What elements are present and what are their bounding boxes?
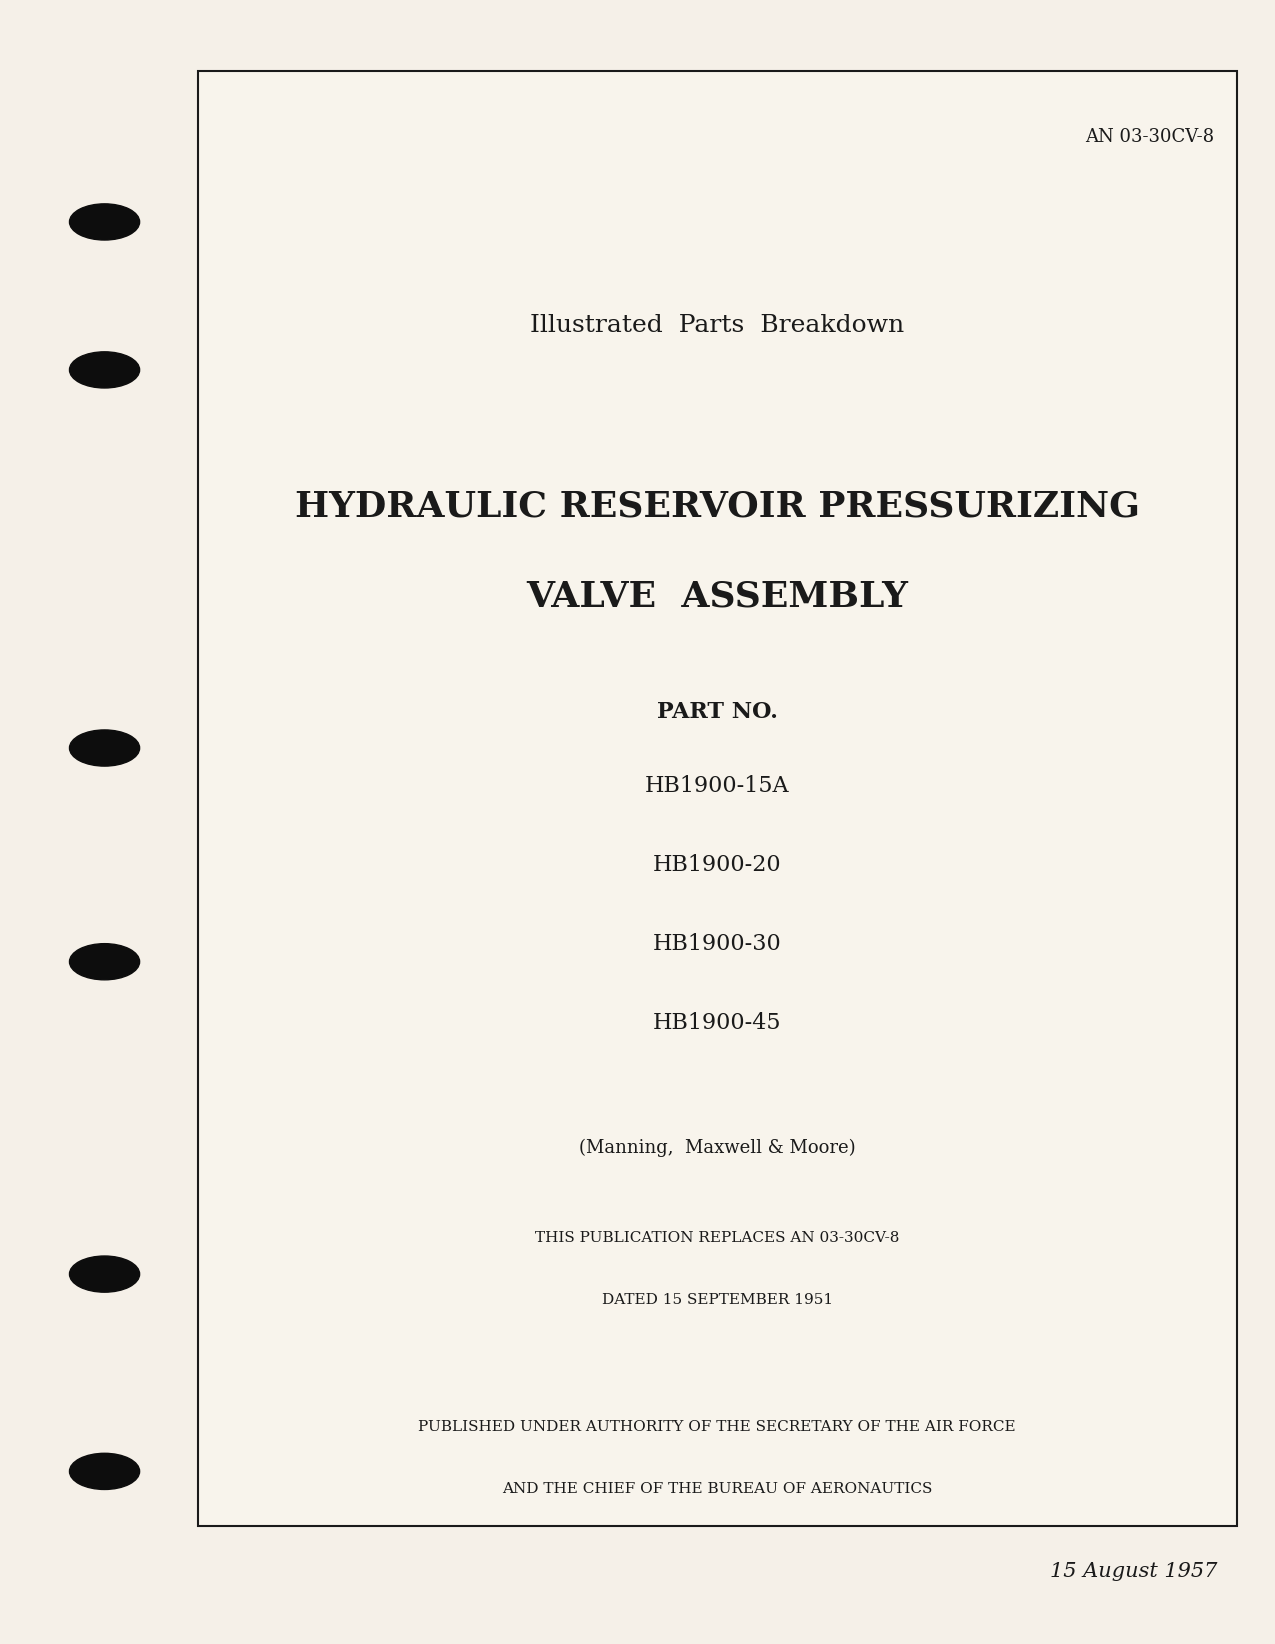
Text: AN 03-30CV-8: AN 03-30CV-8 xyxy=(1085,128,1214,146)
FancyBboxPatch shape xyxy=(198,71,1237,1526)
Text: AND THE CHIEF OF THE BUREAU OF AERONAUTICS: AND THE CHIEF OF THE BUREAU OF AERONAUTI… xyxy=(502,1483,932,1496)
Text: Illustrated  Parts  Breakdown: Illustrated Parts Breakdown xyxy=(530,314,904,337)
Text: HB1900-45: HB1900-45 xyxy=(653,1011,782,1034)
Text: DATED 15 SEPTEMBER 1951: DATED 15 SEPTEMBER 1951 xyxy=(602,1294,833,1307)
Text: PART NO.: PART NO. xyxy=(657,700,778,723)
Ellipse shape xyxy=(70,730,140,766)
Ellipse shape xyxy=(70,944,140,980)
Ellipse shape xyxy=(70,1256,140,1292)
Ellipse shape xyxy=(70,352,140,388)
Text: HB1900-30: HB1900-30 xyxy=(653,932,782,955)
Text: 15 August 1957: 15 August 1957 xyxy=(1051,1562,1218,1582)
Text: HYDRAULIC RESERVOIR PRESSURIZING: HYDRAULIC RESERVOIR PRESSURIZING xyxy=(295,490,1140,523)
Text: VALVE  ASSEMBLY: VALVE ASSEMBLY xyxy=(527,580,908,613)
Ellipse shape xyxy=(70,204,140,240)
Text: (Manning,  Maxwell & Moore): (Manning, Maxwell & Moore) xyxy=(579,1138,856,1157)
Text: PUBLISHED UNDER AUTHORITY OF THE SECRETARY OF THE AIR FORCE: PUBLISHED UNDER AUTHORITY OF THE SECRETA… xyxy=(418,1420,1016,1434)
Text: HB1900-15A: HB1900-15A xyxy=(645,774,789,797)
Text: HB1900-20: HB1900-20 xyxy=(653,853,782,876)
Ellipse shape xyxy=(70,1453,140,1489)
Text: THIS PUBLICATION REPLACES AN 03-30CV-8: THIS PUBLICATION REPLACES AN 03-30CV-8 xyxy=(536,1231,899,1245)
